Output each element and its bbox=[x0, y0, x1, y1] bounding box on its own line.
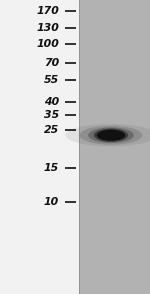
Text: 35: 35 bbox=[44, 110, 59, 120]
Ellipse shape bbox=[80, 126, 142, 145]
Text: 40: 40 bbox=[44, 97, 59, 107]
Text: 10: 10 bbox=[44, 197, 59, 207]
Text: 130: 130 bbox=[36, 23, 59, 33]
Ellipse shape bbox=[88, 127, 134, 143]
Text: 55: 55 bbox=[44, 75, 59, 85]
Text: 70: 70 bbox=[44, 58, 59, 68]
Bar bbox=[0, 0, 79, 294]
Text: 25: 25 bbox=[44, 125, 59, 135]
Text: 170: 170 bbox=[36, 6, 59, 16]
Ellipse shape bbox=[65, 124, 150, 146]
Ellipse shape bbox=[97, 130, 125, 141]
Text: 100: 100 bbox=[36, 39, 59, 49]
Text: 15: 15 bbox=[44, 163, 59, 173]
Ellipse shape bbox=[94, 128, 128, 142]
